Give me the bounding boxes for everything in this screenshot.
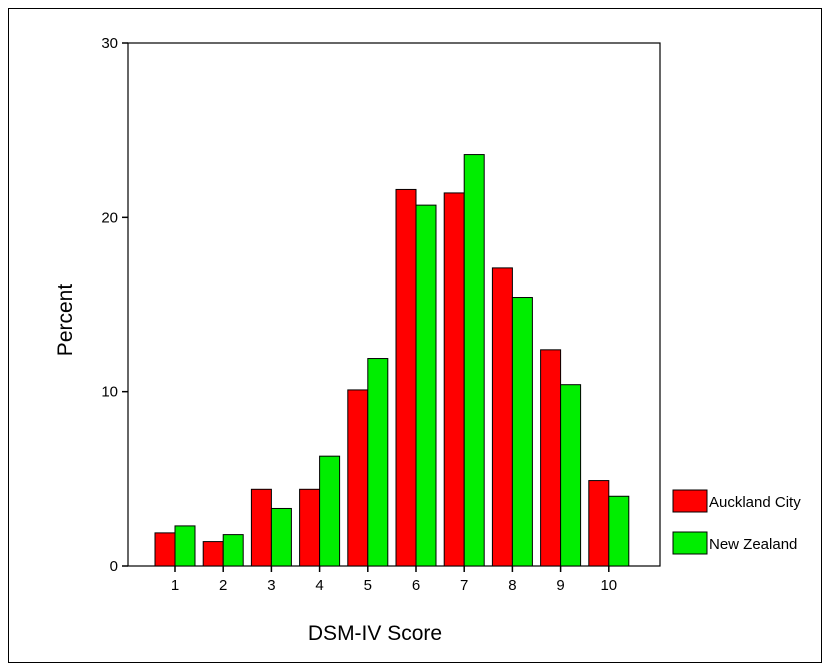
legend-swatch <box>672 531 708 555</box>
x-tick-label: 9 <box>556 577 564 594</box>
bar-new-zealand <box>174 525 196 567</box>
x-tick-label: 7 <box>460 577 468 594</box>
bar-auckland-city <box>588 480 610 567</box>
x-tick-label: 8 <box>508 577 516 594</box>
bar-auckland-city <box>154 532 176 567</box>
legend-label: New Zealand <box>709 536 797 553</box>
plot-area <box>127 42 661 567</box>
bar-new-zealand <box>463 154 485 567</box>
x-tick-label: 10 <box>600 577 617 594</box>
bar-auckland-city <box>299 488 321 567</box>
bar-new-zealand <box>511 297 533 567</box>
y-tick-label: 20 <box>101 209 118 226</box>
y-axis-label: Percent <box>54 284 77 357</box>
bars <box>154 154 630 567</box>
legend: Auckland City New Zealand <box>672 489 801 555</box>
x-tick-label: 1 <box>171 577 179 594</box>
bar-auckland-city <box>202 541 224 567</box>
plot-border <box>127 42 661 567</box>
bar-auckland-city <box>250 488 272 567</box>
bar-new-zealand <box>608 495 630 567</box>
bar-auckland-city <box>347 389 369 567</box>
x-axis-label: DSM-IV Score <box>308 622 442 645</box>
bar-auckland-city <box>540 349 562 567</box>
x-tick-label: 3 <box>267 577 275 594</box>
chart-frame: 0 10 20 30 1 2 3 4 5 6 7 8 9 10 Auckland City New Zeal… <box>8 8 822 663</box>
legend-swatch <box>672 489 708 513</box>
y-tick-label: 10 <box>101 384 118 401</box>
bar-new-zealand <box>270 507 292 567</box>
legend-label: Auckland City <box>709 494 801 511</box>
bar-new-zealand <box>319 455 341 567</box>
axes: 0 10 20 30 1 2 3 4 5 6 7 8 9 10 <box>101 35 617 594</box>
x-tick-label: 6 <box>412 577 420 594</box>
bar-chart: 0 10 20 30 1 2 3 4 5 6 7 8 9 10 Auckland City New Zeal… <box>54 35 801 645</box>
bar-new-zealand <box>415 204 437 567</box>
y-tick-label: 30 <box>101 35 118 52</box>
x-tick-label: 5 <box>364 577 372 594</box>
bar-new-zealand <box>222 534 244 567</box>
y-tick-label: 0 <box>110 558 118 575</box>
bar-new-zealand <box>560 384 582 567</box>
bar-auckland-city <box>443 192 465 567</box>
x-tick-label: 2 <box>219 577 227 594</box>
x-tick-label: 4 <box>315 577 323 594</box>
bar-auckland-city <box>491 267 513 567</box>
bar-new-zealand <box>367 358 389 567</box>
bar-auckland-city <box>395 188 417 567</box>
